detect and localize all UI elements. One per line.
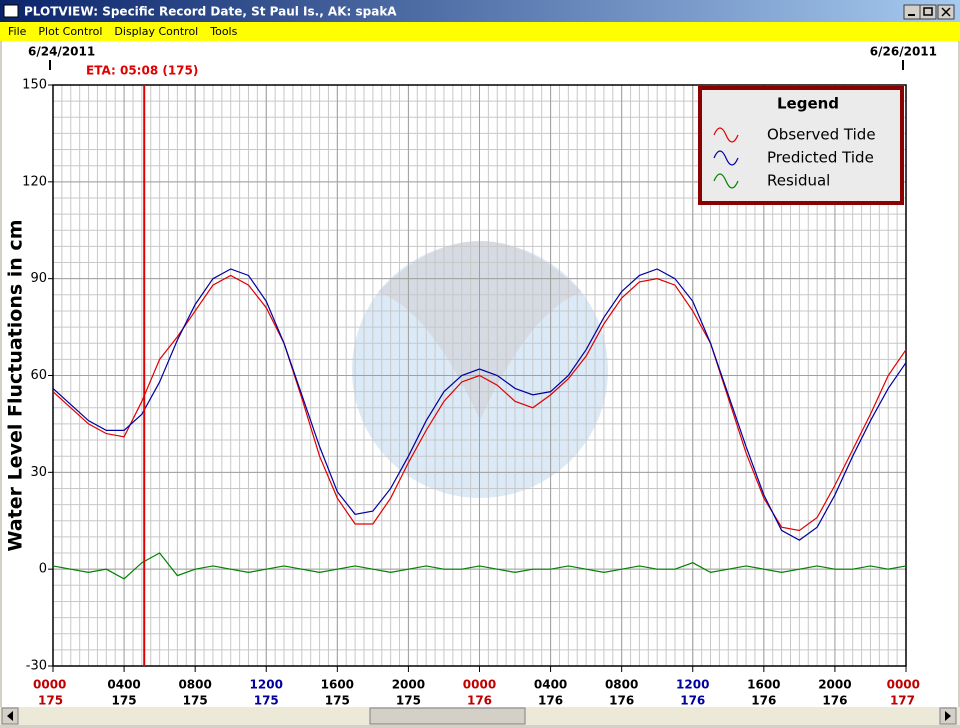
close-glyph (941, 7, 951, 17)
menu-item[interactable]: Tools (209, 25, 237, 38)
y-tick-label: 150 (22, 78, 47, 93)
legend-swatch (713, 150, 739, 166)
x-tick-label: 0000 (33, 678, 66, 692)
plot-border (52, 84, 907, 667)
menu-item[interactable]: File (8, 25, 27, 38)
date-label: 6/24/2011 (28, 45, 95, 59)
series-line (52, 552, 907, 580)
menu-bar (0, 22, 960, 41)
x-tick-day: 175 (254, 694, 279, 708)
window-title: PLOTVIEW: Specific Record Date, St Paul … (24, 5, 397, 19)
y-tick-label: 0 (39, 562, 47, 577)
x-tick-label: 0400 (534, 678, 567, 692)
x-tick-label: 1200 (676, 678, 709, 692)
window-buttons (903, 4, 955, 20)
x-tick-label: 0400 (107, 678, 140, 692)
y-axis-label: Water Level Fluctuations in cm (5, 220, 27, 552)
x-tick-label: 2000 (392, 678, 425, 692)
minimize-button[interactable] (903, 4, 921, 20)
x-tick-day: 176 (467, 694, 492, 708)
x-tick-day: 176 (751, 694, 776, 708)
legend-box (698, 86, 904, 205)
x-tick-label: 0800 (178, 678, 211, 692)
legend-swatch (713, 127, 739, 143)
legend-label: Predicted Tide (767, 149, 874, 167)
menu: File Plot Control Display Control Tools (8, 25, 238, 38)
x-tick-day: 176 (538, 694, 563, 708)
x-tick-day: 176 (609, 694, 634, 708)
x-tick-day: 175 (183, 694, 208, 708)
scroll-right-glyph (945, 711, 951, 721)
legend-swatch (713, 173, 739, 189)
x-tick-label: 0000 (463, 678, 496, 692)
x-tick-day: 176 (680, 694, 705, 708)
legend-label: Residual (767, 172, 830, 190)
plot: -30 0 30 60 90 120 150 0000 175 0400 175 0800 175 120… (5, 45, 938, 708)
maximize-glyph (923, 7, 933, 16)
x-tick-day: 175 (112, 694, 137, 708)
scroll-left-glyph (7, 711, 13, 721)
y-tick-label: 30 (30, 465, 47, 480)
eta-label: ETA: 05:08 (175) (86, 64, 198, 78)
x-tick-day: 176 (822, 694, 847, 708)
x-tick-label: 0800 (605, 678, 638, 692)
date-label: 6/26/2011 (870, 45, 937, 59)
maximize-button[interactable] (919, 4, 937, 20)
y-tick-label: 120 (22, 174, 47, 189)
y-tick-label: 90 (30, 271, 47, 286)
menu-item[interactable]: Plot Control (38, 25, 102, 38)
x-tick-day: 175 (396, 694, 421, 708)
legend-title: Legend (777, 95, 839, 113)
title-bar (0, 0, 960, 22)
scroll-thumb[interactable] (369, 707, 526, 725)
x-tick-label: 0000 (887, 678, 920, 692)
x-tick-label: 1600 (747, 678, 780, 692)
x-tick-day: 175 (325, 694, 350, 708)
y-tick-label: -30 (26, 659, 47, 674)
series-line (52, 268, 907, 541)
legend-label: Observed Tide (767, 126, 876, 144)
x-tick-label: 2000 (818, 678, 851, 692)
menu-item[interactable]: Display Control (114, 25, 198, 38)
y-tick-label: 60 (30, 368, 47, 383)
series-line (52, 274, 907, 532)
x-tick-day: 175 (38, 694, 63, 708)
x-tick-label: 1200 (250, 678, 283, 692)
app-icon (3, 4, 19, 18)
x-tick-label: 1600 (321, 678, 354, 692)
x-tick-day: 177 (890, 694, 915, 708)
